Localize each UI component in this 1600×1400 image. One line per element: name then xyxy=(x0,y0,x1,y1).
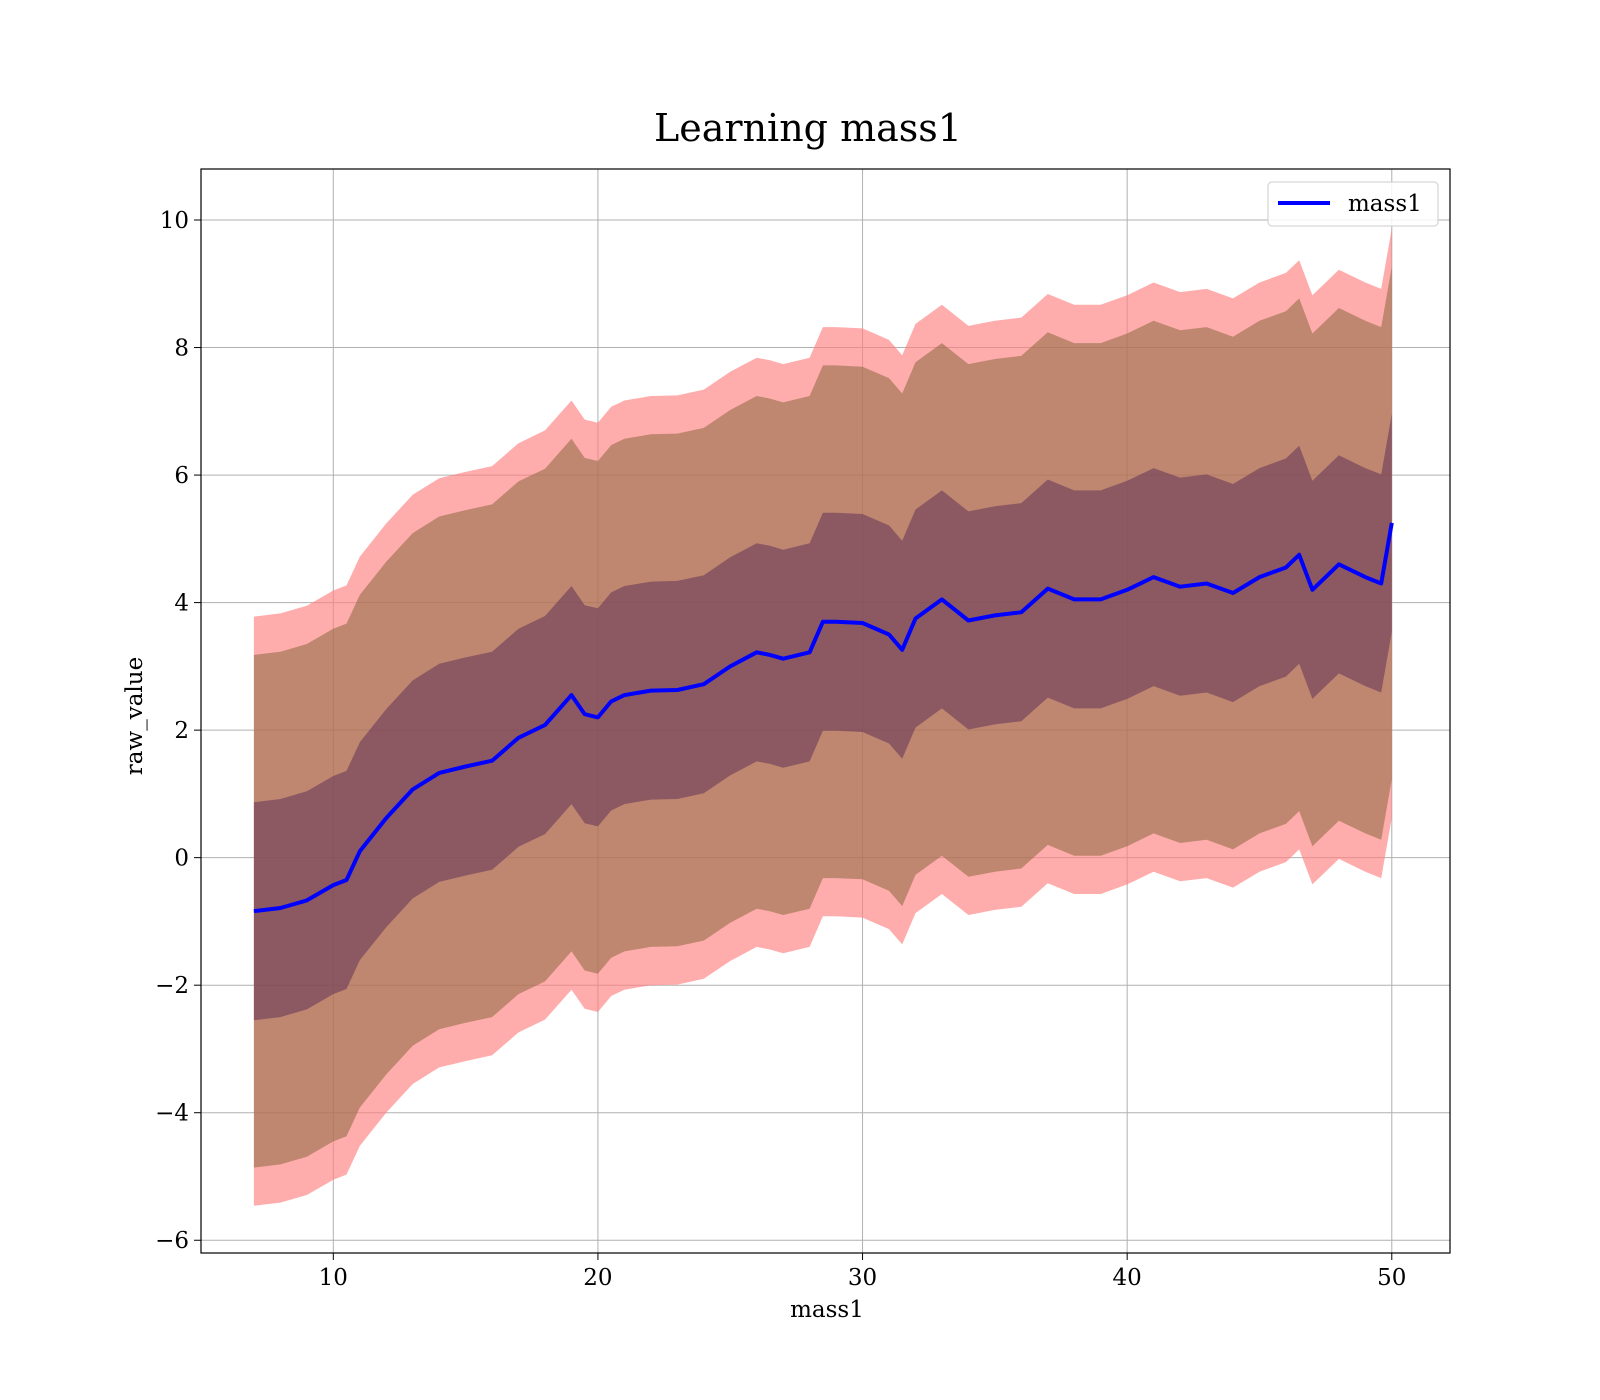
chart-title: Learning mass1 xyxy=(654,106,962,150)
legend-box xyxy=(1267,181,1439,227)
axes-frame xyxy=(200,168,1451,1254)
y-axis-ticks: −6 −4 −2 0 2 4 6 8 10 xyxy=(155,208,201,1254)
x-tick-label: 30 xyxy=(848,1265,877,1291)
y-tick-label: 8 xyxy=(174,336,189,362)
y-tick-label: 10 xyxy=(160,208,189,234)
series-line-mass1 xyxy=(253,522,1394,914)
y-tick-label: 0 xyxy=(174,846,189,872)
y-tick-label: 2 xyxy=(174,718,189,744)
x-axis-label: mass1 xyxy=(790,1297,864,1323)
x-tick-label: 50 xyxy=(1377,1265,1406,1291)
confidence-bands xyxy=(253,228,1392,1206)
y-tick-label: −6 xyxy=(155,1228,189,1254)
x-tick-label: 40 xyxy=(1113,1265,1142,1291)
legend-label: mass1 xyxy=(1348,191,1422,217)
y-axis-label: raw_value xyxy=(122,657,148,775)
y-tick-label: 4 xyxy=(174,591,189,617)
y-tick-label: 6 xyxy=(174,463,189,489)
x-axis-ticks: 10 20 30 40 50 xyxy=(319,1253,1406,1291)
band-inner xyxy=(253,413,1392,1021)
legend: mass1 xyxy=(1267,181,1439,227)
plot-area: 10 20 30 40 50 −6 −4 −2 0 2 4 6 8 10 xyxy=(155,168,1451,1291)
y-tick-label: −4 xyxy=(155,1101,189,1127)
x-tick-label: 10 xyxy=(319,1265,348,1291)
series-lines xyxy=(253,522,1394,914)
y-tick-label: −2 xyxy=(155,973,189,999)
x-tick-label: 20 xyxy=(583,1265,612,1291)
